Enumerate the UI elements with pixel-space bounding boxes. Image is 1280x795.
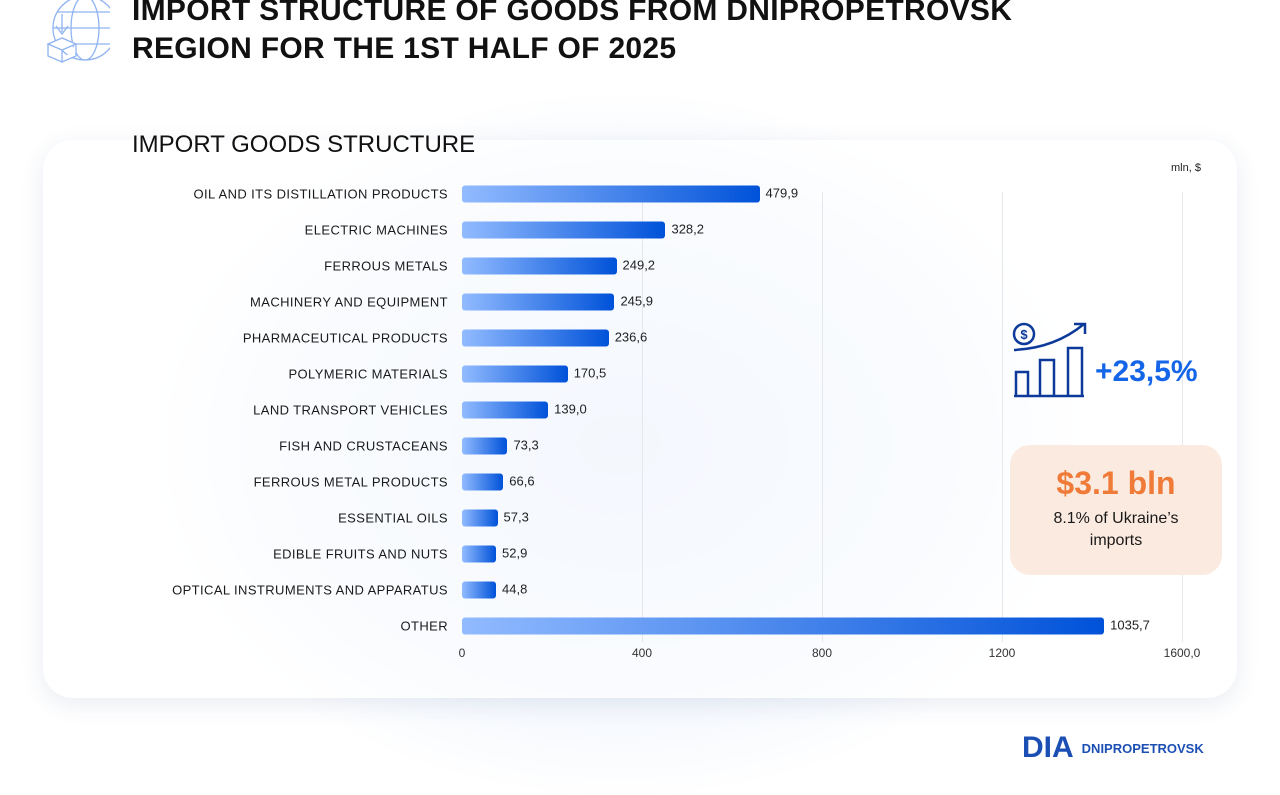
category-label: ESSENTIAL OILS xyxy=(338,510,448,526)
growth-value: +23,5% xyxy=(1095,355,1198,388)
data-label: 66,6 xyxy=(509,473,535,489)
chart-title: IMPORT GOODS STRUCTURE xyxy=(132,131,476,158)
x-tick-label: 800 xyxy=(811,646,833,660)
category-label: OPTICAL INSTRUMENTS AND APPARATUS xyxy=(172,582,448,598)
category-label: FERROUS METALS xyxy=(324,258,448,274)
growth-chart-dollar-icon: $ xyxy=(1012,322,1087,398)
category-label: FISH AND CRUSTACEANS xyxy=(279,438,448,454)
page-title: IMPORT STRUCTURE OF GOODS FROM DNIPROPET… xyxy=(132,0,1013,65)
bar xyxy=(462,581,496,599)
category-label: OIL AND ITS DISTILLATION PRODUCTS xyxy=(193,186,448,202)
data-label: 328,2 xyxy=(671,221,705,237)
total-caption: 8.1% of Ukraine’s imports xyxy=(1053,510,1179,549)
x-tick-label: 1200 xyxy=(988,646,1016,660)
category-label: EDIBLE FRUITS AND NUTS xyxy=(273,546,448,562)
data-label: 139,0 xyxy=(554,401,587,417)
data-label: 52,9 xyxy=(502,545,528,561)
total-value: $3.1 bln xyxy=(1056,465,1176,501)
bar xyxy=(462,329,609,347)
data-label: 170,5 xyxy=(573,365,607,381)
bar xyxy=(462,257,617,275)
data-label: 44,8 xyxy=(502,581,528,597)
bar xyxy=(462,401,549,419)
x-tick-label: 1600,0 xyxy=(1163,646,1201,660)
x-tick-label: 0 xyxy=(458,646,466,660)
data-label: 1035,7 xyxy=(1110,617,1150,633)
gridline xyxy=(1182,192,1183,642)
data-label: 73,3 xyxy=(513,437,539,453)
logo-mark-icon: DIA xyxy=(1022,731,1074,764)
total-import-box: $3.1 bln 8.1% of Ukraine’s imports xyxy=(1010,445,1222,575)
data-label: 57,3 xyxy=(503,509,529,525)
unit-label: mln, $ xyxy=(1171,162,1201,174)
svg-text:$: $ xyxy=(1020,327,1028,342)
bar xyxy=(462,509,498,527)
category-label: ELECTRIC MACHINES xyxy=(304,222,448,238)
bar xyxy=(462,545,496,563)
logo: DIA DNIPROPETROVSK xyxy=(1022,731,1204,764)
bar xyxy=(462,473,504,491)
gridline xyxy=(1002,192,1003,642)
data-label: 236,6 xyxy=(614,329,648,345)
category-label: POLYMERIC MATERIALS xyxy=(288,366,448,382)
category-label: LAND TRANSPORT VEHICLES xyxy=(253,402,448,418)
category-label: OTHER xyxy=(400,618,448,634)
bar xyxy=(462,437,508,455)
data-label: 479,9 xyxy=(765,185,799,201)
data-label: 249,2 xyxy=(622,257,656,273)
gridline xyxy=(822,192,823,642)
category-label: FERROUS METAL PRODUCTS xyxy=(253,474,448,490)
bar xyxy=(462,617,1105,635)
x-tick-label: 400 xyxy=(631,646,653,660)
globe-import-icon xyxy=(46,0,110,63)
bar xyxy=(462,365,568,383)
gridline xyxy=(642,192,643,642)
bar xyxy=(462,185,760,203)
data-label: 245,9 xyxy=(620,293,653,309)
category-label: MACHINERY AND EQUIPMENT xyxy=(250,294,448,310)
bar xyxy=(462,293,615,311)
category-label: PHARMACEUTICAL PRODUCTS xyxy=(242,330,448,346)
bar xyxy=(462,221,666,239)
